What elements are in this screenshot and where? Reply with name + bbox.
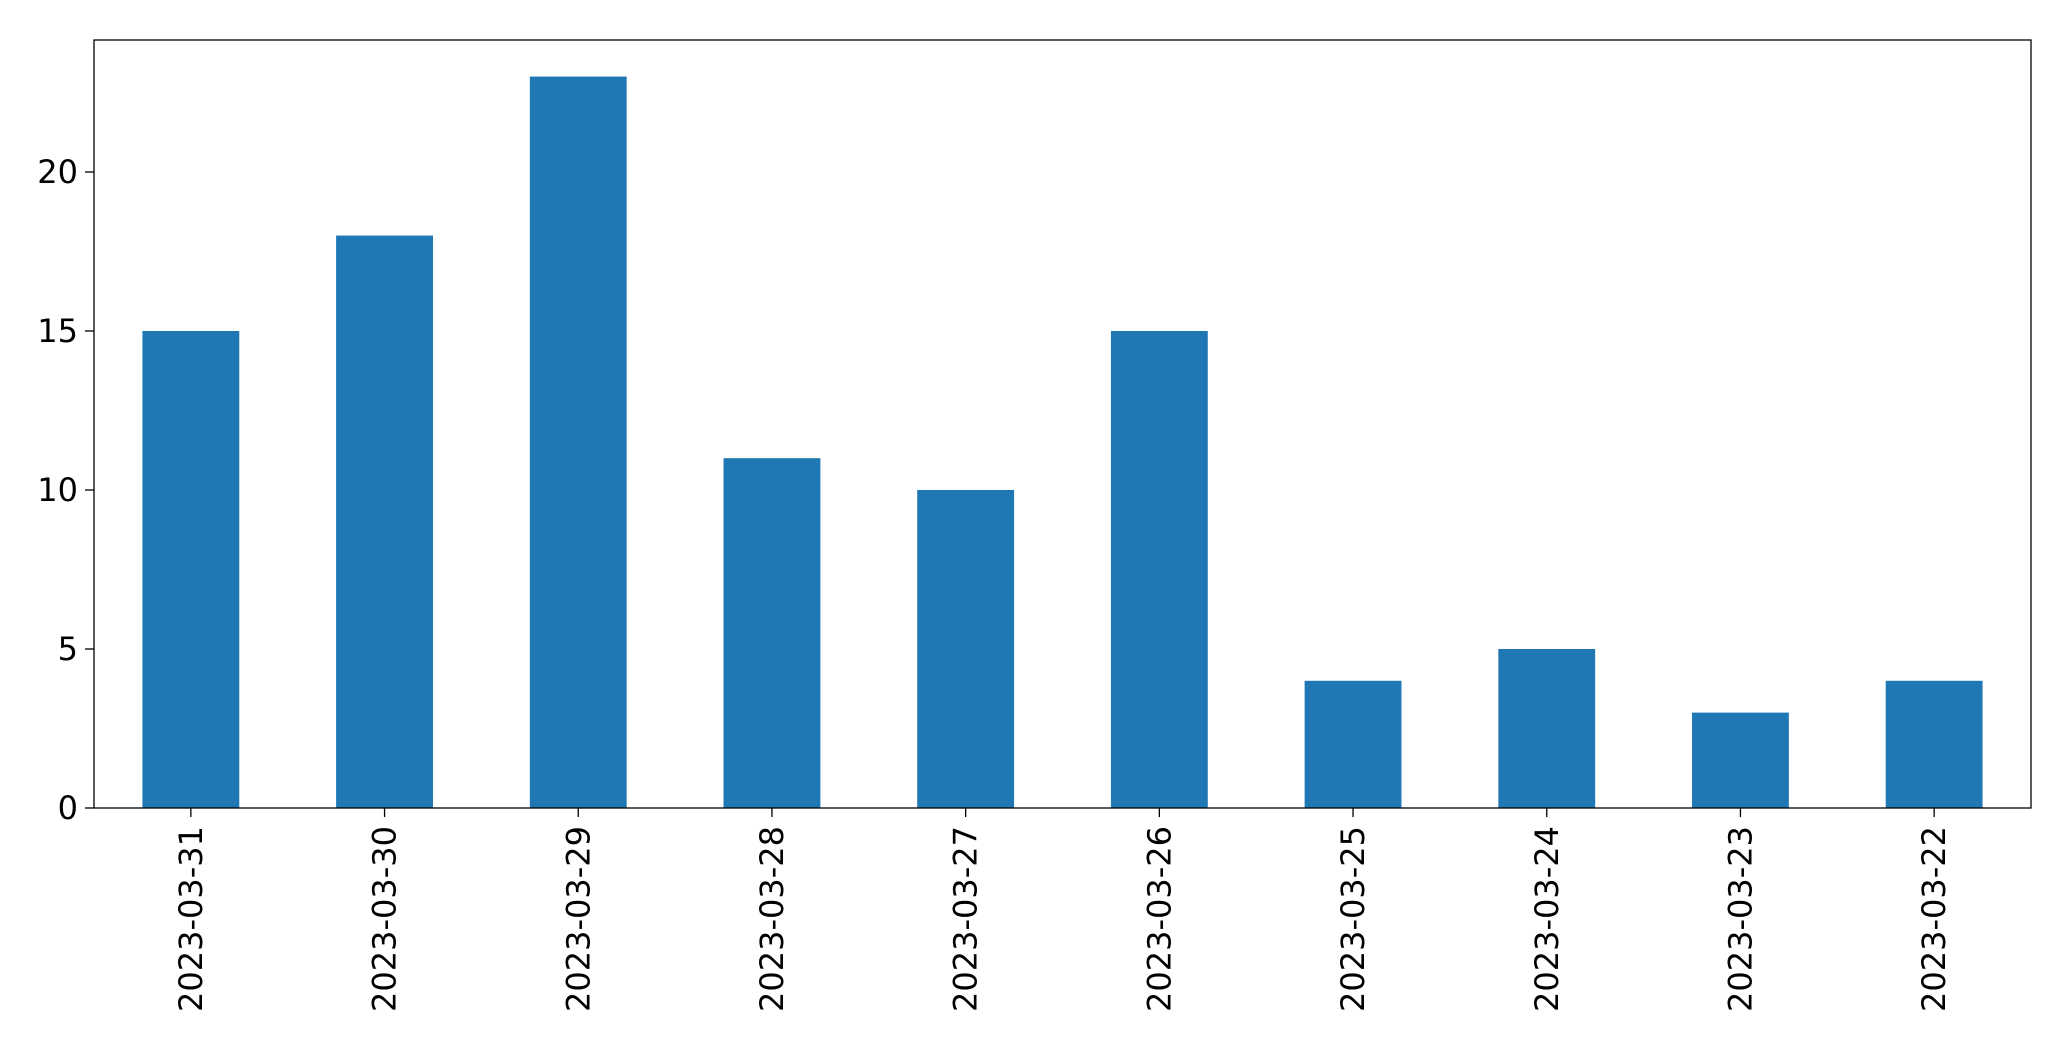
axes-frame <box>93 39 2032 809</box>
x-tick-label: 2023-03-24 <box>1528 826 1566 1012</box>
y-tick-label: 0 <box>58 789 78 827</box>
y-tick-label: 5 <box>58 630 78 668</box>
bar <box>336 235 433 808</box>
bar <box>142 330 240 808</box>
x-tick-label: 2023-03-27 <box>947 826 985 1012</box>
x-tick-label: 2023-03-30 <box>366 826 404 1012</box>
bar <box>1304 680 1402 808</box>
y-tick-label: 20 <box>37 153 78 191</box>
bar <box>1498 648 1596 808</box>
x-tick-label: 2023-03-25 <box>1334 826 1372 1012</box>
bar <box>1692 712 1789 808</box>
y-tick-label: 10 <box>37 471 78 509</box>
bar <box>917 489 1015 808</box>
x-tick-label: 2023-03-26 <box>1140 826 1178 1012</box>
bar <box>1885 680 1983 808</box>
x-tick-label: 2023-03-23 <box>1721 826 1759 1012</box>
x-tick-label: 2023-03-31 <box>172 826 210 1012</box>
x-tick-label: 2023-03-22 <box>1915 826 1953 1012</box>
bar <box>1110 330 1208 808</box>
x-tick-label: 2023-03-28 <box>753 826 791 1012</box>
bar <box>529 76 627 809</box>
y-tick-label: 15 <box>37 312 78 350</box>
x-tick-label: 2023-03-29 <box>559 826 597 1012</box>
bar <box>723 458 821 808</box>
